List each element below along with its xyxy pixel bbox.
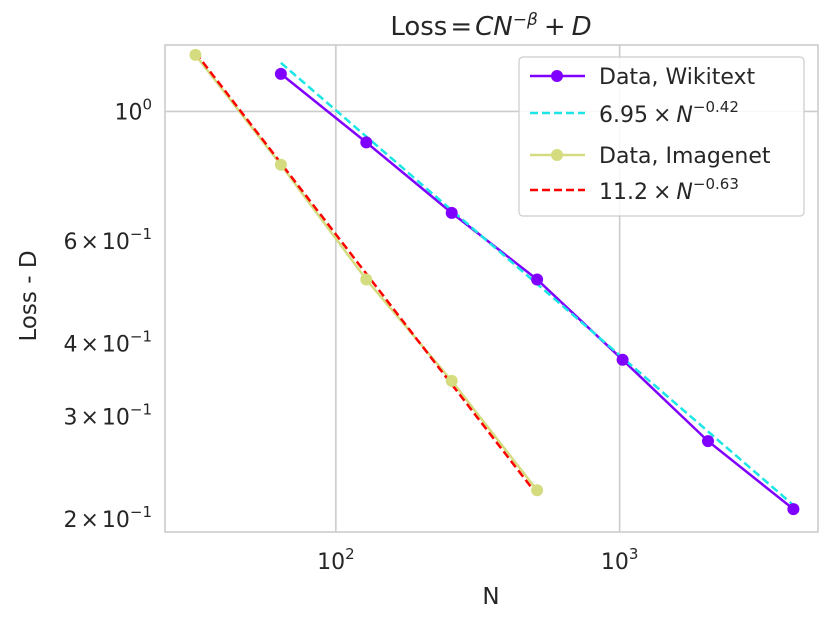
y-axis-label: Loss - D <box>16 250 42 341</box>
data-point <box>445 374 458 387</box>
data-point <box>531 273 544 286</box>
data-point <box>274 158 287 171</box>
legend-label-imagenet-fit: 11.2 × N−0.63 <box>599 175 739 205</box>
data-point <box>360 273 373 286</box>
legend-marker-imagenet <box>551 149 563 161</box>
data-point <box>360 136 373 149</box>
data-point <box>531 484 544 497</box>
series-layer <box>189 48 800 516</box>
legend-marker-wikitext <box>551 70 563 82</box>
data-point <box>702 435 714 448</box>
data-point <box>616 353 629 366</box>
legend-frame <box>518 56 805 217</box>
y-tick-label: 4 × 10−1 <box>63 327 152 357</box>
legend-label-imagenet: Data, Imagenet <box>599 144 771 169</box>
data-point <box>274 67 287 80</box>
data-point <box>787 503 800 516</box>
y-tick-label: 100 <box>114 95 152 125</box>
y-tick-label: 3 × 10−1 <box>63 400 152 430</box>
legend-label-wikitext: Data, Wikitext <box>599 65 756 90</box>
legend: Data, Wikitext 6.95 × N−0.42 Data, Imagene… <box>518 56 805 217</box>
tick-labels: 102 103 100 6 × 10−1 4 × 10−1 3 × 10−1 2 × 10−1 <box>63 95 638 575</box>
data-point <box>445 206 458 219</box>
legend-label-wikitext-fit: 6.95 × N−0.42 <box>599 98 739 128</box>
y-tick-label: 6 × 10−1 <box>63 225 152 255</box>
x-tick-label: 103 <box>601 545 639 575</box>
plot-frame <box>164 44 819 533</box>
x-axis-label: N <box>482 584 499 610</box>
x-tick-label: 102 <box>317 545 355 575</box>
data-point <box>189 48 202 61</box>
y-tick-label: 2 × 10−1 <box>63 503 152 533</box>
chart-title: Loss = CN−β + D <box>390 10 591 42</box>
